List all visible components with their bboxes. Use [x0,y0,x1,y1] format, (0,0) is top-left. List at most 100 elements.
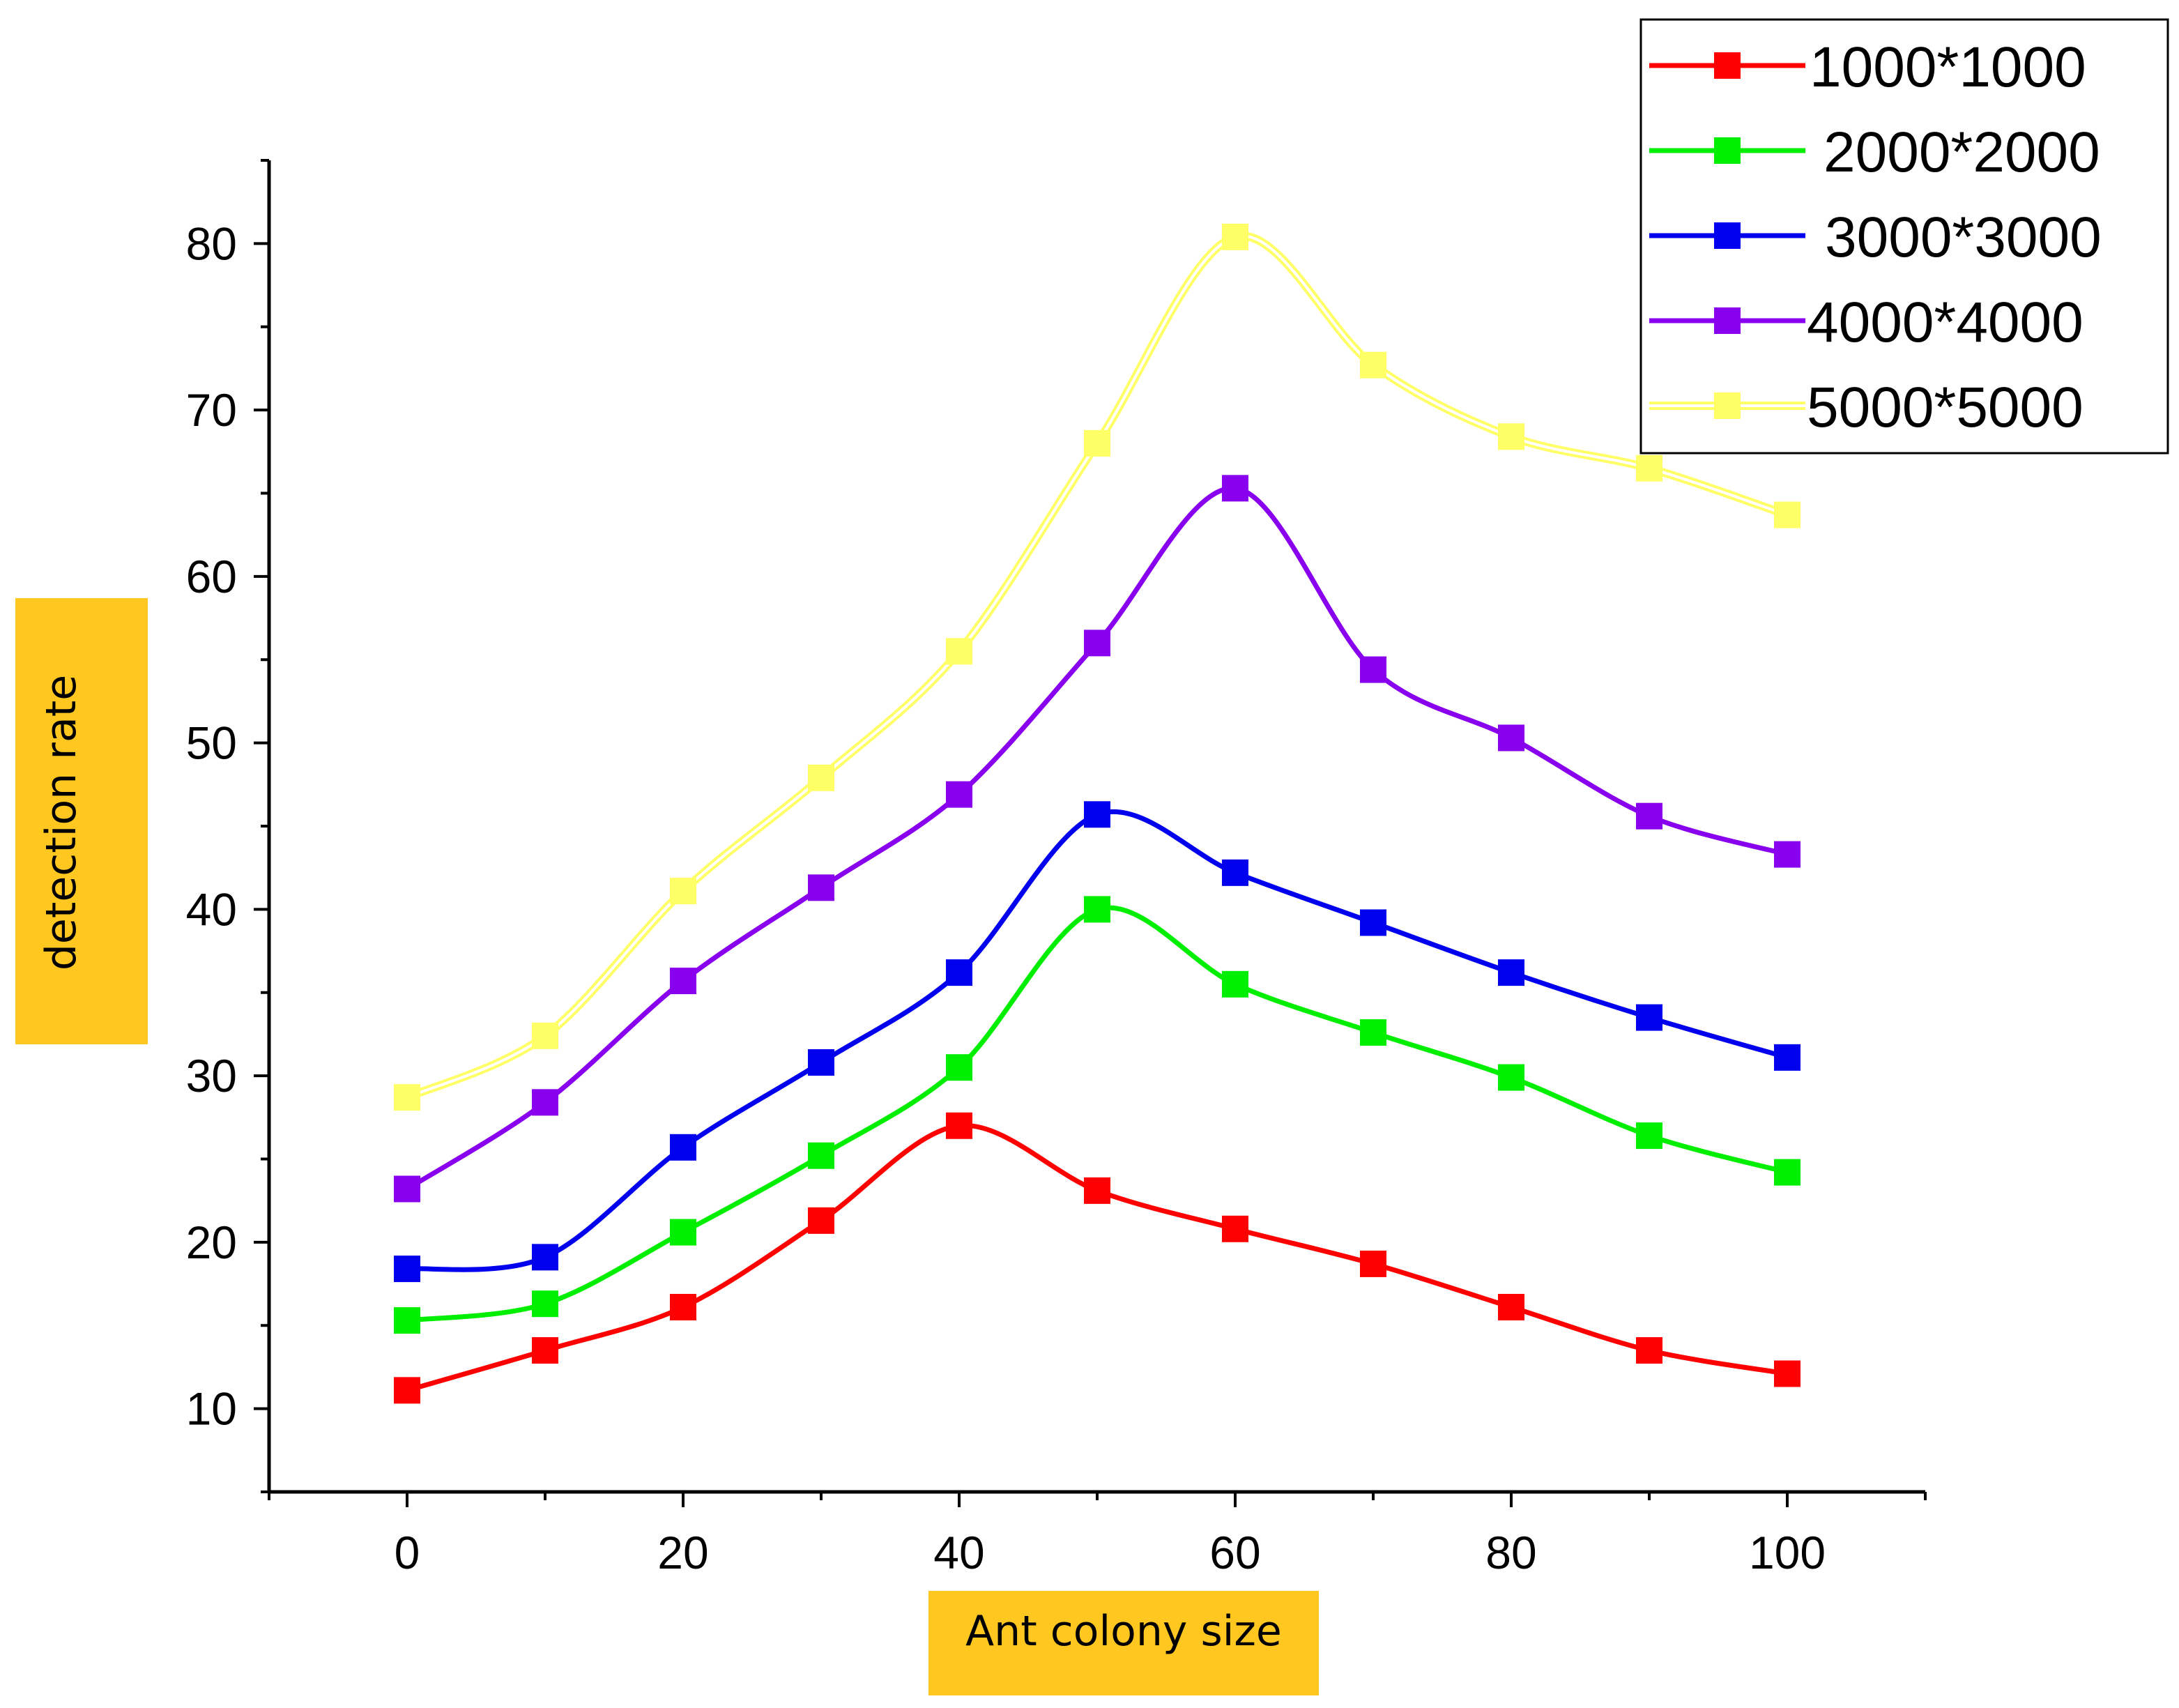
data-point [1498,724,1524,752]
series-4000*4000 [394,475,1800,1203]
legend-swatch-marker [1714,392,1741,419]
data-point [1360,351,1386,379]
x-tick-label: 20 [657,1527,708,1578]
data-point [1360,1019,1386,1046]
data-point [1774,841,1800,868]
data-point [1636,1004,1662,1031]
y-axis-title: detection rate [37,675,86,970]
y-tick-label: 80 [186,218,237,269]
y-tick-label: 30 [186,1050,237,1101]
legend-item: 1000*1000 [1649,36,2086,99]
ticks: 10 20 30 40 50 60 70 80 0 20 40 60 80 100 [186,159,1927,1578]
data-point [1222,1215,1248,1242]
legend-label: 5000*5000 [1807,376,2084,439]
data-point [808,1207,834,1234]
data-point [1498,959,1524,986]
data-point [1636,1122,1662,1150]
x-axis-title-highlight [928,1591,1319,1695]
data-point [808,1142,834,1169]
data-point [1222,475,1248,502]
data-point [946,638,972,665]
data-point [670,1293,696,1320]
y-tick-label: 20 [186,1217,237,1268]
data-point [1498,423,1524,450]
legend-label: 3000*3000 [1825,206,2102,269]
data-point [946,781,972,808]
data-point [1222,859,1248,886]
data-point [1498,1064,1524,1091]
x-tick-label: 60 [1209,1527,1260,1578]
data-point [532,1022,558,1049]
legend-swatch-marker [1714,222,1741,249]
x-tick-label: 80 [1485,1527,1536,1578]
data-point [394,1175,420,1203]
data-point [532,1244,558,1271]
data-point [808,874,834,901]
data-point [670,1134,696,1161]
data-point [1084,801,1110,828]
legend-item: 4000*4000 [1649,291,2084,354]
data-point [1360,1250,1386,1277]
data-point [1084,429,1110,457]
data-point [1774,1044,1800,1071]
data-point [1636,1337,1662,1364]
data-point [532,1089,558,1116]
x-tick-label: 100 [1749,1527,1826,1578]
series-5000*5000 [394,223,1800,1111]
data-point [394,1084,420,1111]
data-point [1774,501,1800,528]
data-point [1222,970,1248,998]
data-point [532,1290,558,1318]
data-point [394,1377,420,1404]
data-point [394,1256,420,1283]
data-point [1084,1177,1110,1204]
legend-label: 2000*2000 [1824,121,2100,184]
series-3000*3000 [394,801,1800,1283]
series-line [406,485,1788,1191]
data-point [670,1219,696,1246]
series-1000*1000 [394,1112,1800,1404]
data-point [946,1054,972,1081]
y-tick-label: 40 [186,883,237,935]
series-line [406,1122,1788,1393]
data-point [1222,223,1248,250]
y-axis-title-highlight [15,598,148,1044]
legend-item: 3000*3000 [1649,206,2102,269]
data-point [532,1337,558,1364]
legend-item: 2000*2000 [1649,121,2100,184]
legend-swatch-marker [1714,52,1741,79]
legend-swatch-marker [1714,137,1741,164]
legend-label: 4000*4000 [1807,291,2084,354]
data-point [1636,802,1662,830]
data-point [808,1049,834,1076]
y-tick-label: 10 [186,1383,237,1435]
legend-label: 1000*1000 [1810,36,2086,99]
data-point [1498,1293,1524,1320]
data-point [808,764,834,791]
legend-item: 5000*5000 [1649,376,2084,439]
data-point [1084,630,1110,657]
x-tick-label: 40 [933,1527,984,1578]
x-tick-label: 0 [395,1527,420,1578]
y-tick-label: 70 [186,384,237,436]
x-axis-title: Ant colony size [965,1607,1282,1656]
data-point [670,878,696,905]
data-point [670,968,696,995]
data-point [1774,1159,1800,1186]
legend-swatch-marker [1714,307,1741,334]
series-line [406,809,1788,1272]
data-point [946,959,972,986]
legend: 1000*1000 2000*2000 3000*3000 4000*4000 5000… [1639,18,2169,455]
data-point [1360,909,1386,936]
series-line-inner [406,234,1788,1099]
y-tick-label: 50 [186,717,237,769]
data-point [1636,455,1662,482]
data-point [1360,656,1386,683]
y-tick-label: 60 [186,551,237,602]
series-2000*2000 [394,896,1800,1334]
series-group [394,223,1800,1404]
data-point [394,1307,420,1334]
data-point [946,1112,972,1139]
data-point [1774,1360,1800,1387]
